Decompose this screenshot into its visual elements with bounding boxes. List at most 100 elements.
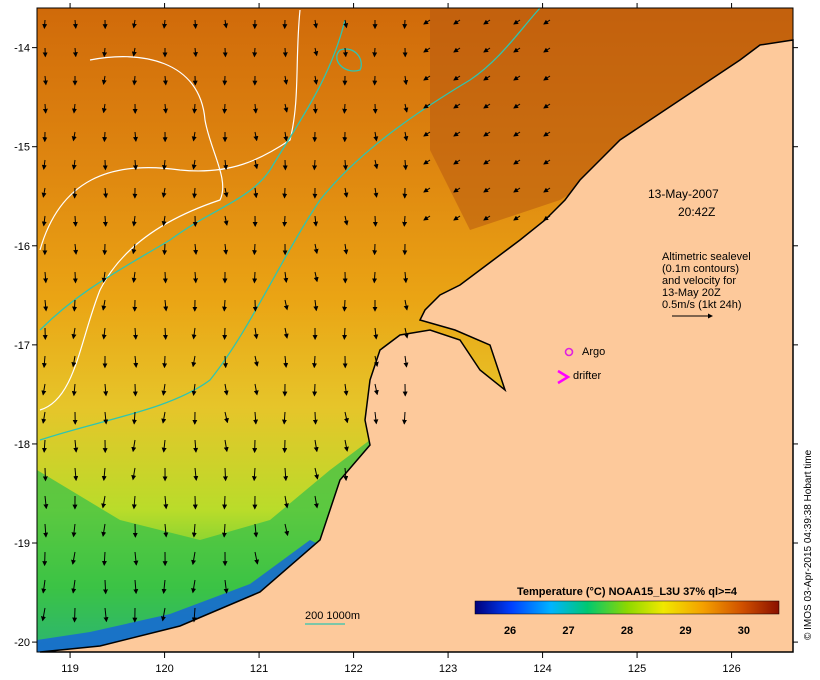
velocity-arrow bbox=[223, 383, 229, 396]
velocity-arrow bbox=[252, 271, 258, 284]
velocity-arrow bbox=[403, 355, 409, 368]
legend-line5: 0.5m/s (1kt 24h) bbox=[662, 299, 741, 311]
velocity-arrow bbox=[133, 355, 139, 368]
velocity-arrow bbox=[101, 467, 107, 482]
velocity-arrow bbox=[43, 523, 49, 538]
velocity-arrow bbox=[193, 439, 199, 453]
velocity-arrow bbox=[163, 299, 169, 312]
velocity-arrow bbox=[223, 579, 229, 594]
velocity-arrow bbox=[163, 495, 169, 510]
velocity-arrow bbox=[312, 383, 318, 397]
velocity-arrow bbox=[41, 355, 47, 369]
velocity-arrow bbox=[423, 131, 431, 137]
velocity-arrow bbox=[252, 47, 258, 58]
velocity-arrow bbox=[283, 271, 289, 284]
x-tick-label: 119 bbox=[61, 663, 79, 675]
velocity-arrow bbox=[312, 159, 318, 171]
velocity-arrow bbox=[373, 159, 379, 170]
velocity-arrow bbox=[423, 75, 431, 81]
velocity-arrow bbox=[42, 75, 48, 86]
velocity-arrow bbox=[72, 271, 78, 284]
velocity-arrow bbox=[42, 19, 48, 30]
velocity-arrow bbox=[71, 159, 77, 170]
velocity-arrow bbox=[131, 467, 137, 481]
x-tick-label: 126 bbox=[722, 663, 740, 675]
velocity-arrow bbox=[71, 355, 77, 368]
velocity-arrow bbox=[343, 467, 349, 482]
velocity-arrow bbox=[543, 75, 551, 81]
legend-line1: Altimetric sealevel bbox=[662, 251, 751, 263]
velocity-arrow bbox=[402, 411, 408, 425]
velocity-arrow bbox=[283, 75, 289, 85]
velocity-arrow bbox=[191, 383, 197, 397]
velocity-arrow bbox=[253, 131, 259, 142]
velocity-arrow bbox=[543, 131, 551, 137]
x-tick-label: 125 bbox=[628, 663, 646, 675]
sst-cool-belt bbox=[37, 440, 375, 652]
velocity-arrow bbox=[403, 271, 409, 284]
velocity-arrow bbox=[132, 75, 138, 86]
velocity-arrow bbox=[42, 103, 48, 114]
drifter-label: drifter bbox=[573, 370, 601, 382]
velocity-arrow bbox=[103, 411, 109, 425]
velocity-arrow bbox=[42, 467, 48, 482]
velocity-arrow bbox=[343, 187, 349, 198]
velocity-arrow bbox=[101, 271, 107, 283]
velocity-arrow bbox=[162, 327, 168, 340]
velocity-arrow bbox=[373, 327, 379, 340]
velocity-arrow bbox=[192, 103, 198, 114]
velocity-arrow bbox=[72, 47, 78, 58]
sst-warm-patch bbox=[430, 8, 793, 230]
velocity-arrow bbox=[253, 327, 259, 340]
legend-line4: 13-May 20Z bbox=[662, 287, 721, 299]
velocity-arrow bbox=[72, 299, 78, 312]
velocity-arrow bbox=[483, 131, 491, 137]
velocity-arrow bbox=[403, 327, 409, 339]
land-mass bbox=[39, 39, 794, 653]
colorbar-tick-label: 30 bbox=[738, 625, 750, 637]
velocity-arrow bbox=[403, 131, 409, 142]
y-tick-label: -18 bbox=[14, 439, 30, 451]
velocity-arrow bbox=[131, 411, 137, 425]
velocity-arrow bbox=[163, 523, 169, 538]
velocity-arrow bbox=[41, 411, 47, 424]
velocity-arrow bbox=[132, 159, 138, 171]
depth-contour-label: 200 1000m bbox=[305, 610, 360, 622]
velocity-arrow bbox=[252, 243, 258, 256]
argo-icon bbox=[564, 347, 574, 357]
velocity-arrow bbox=[283, 327, 289, 339]
colorbar-tick-label: 26 bbox=[504, 625, 516, 637]
velocity-arrow bbox=[453, 131, 461, 137]
velocity-arrow bbox=[71, 131, 77, 142]
altimetry-legend: Altimetric sealevel (0.1m contours) and … bbox=[662, 251, 751, 319]
velocity-arrow bbox=[102, 47, 108, 58]
velocity-arrow bbox=[513, 159, 521, 165]
velocity-arrow bbox=[191, 523, 197, 538]
velocity-arrow bbox=[313, 299, 319, 312]
velocity-arrow bbox=[342, 159, 348, 171]
velocity-arrow bbox=[543, 159, 551, 165]
velocity-arrow bbox=[73, 243, 79, 255]
velocity-arrow bbox=[73, 439, 79, 453]
argo-marker: Argo bbox=[564, 346, 605, 358]
velocity-arrow bbox=[133, 327, 139, 340]
colorbar: Temperature (°C) NOAA15_L3U 37% ql>=4 26… bbox=[474, 586, 780, 637]
colorbar-tick-label: 29 bbox=[679, 625, 691, 637]
velocity-arrow bbox=[131, 495, 137, 510]
velocity-arrow bbox=[72, 19, 78, 29]
velocity-arrow bbox=[283, 103, 289, 113]
velocity-arrow bbox=[283, 299, 289, 311]
time-label: 20:42Z bbox=[678, 205, 715, 219]
velocity-arrow bbox=[423, 159, 431, 165]
velocity-arrow bbox=[71, 383, 77, 397]
velocity-arrow bbox=[101, 523, 107, 537]
velocity-arrow bbox=[193, 243, 199, 255]
velocity-arrow bbox=[101, 495, 107, 509]
velocity-arrow bbox=[161, 579, 167, 594]
velocity-arrow bbox=[483, 215, 491, 221]
y-tick-label: -14 bbox=[14, 43, 30, 55]
velocity-arrow bbox=[372, 47, 378, 58]
velocity-arrow bbox=[543, 103, 551, 109]
velocity-arrow bbox=[483, 187, 491, 193]
velocity-arrow bbox=[191, 355, 197, 368]
